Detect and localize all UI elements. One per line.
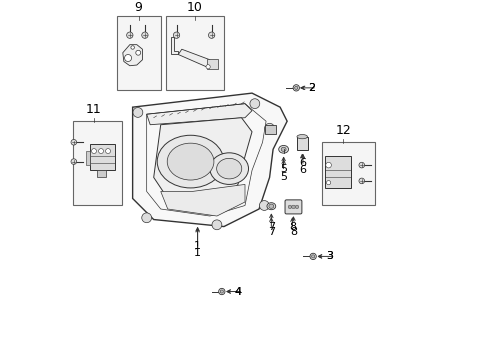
Ellipse shape (297, 135, 308, 139)
Circle shape (208, 32, 215, 38)
Text: 1: 1 (194, 241, 201, 251)
Circle shape (124, 54, 132, 62)
Circle shape (126, 32, 133, 38)
Bar (297, 137, 308, 150)
Bar (73, 121, 122, 206)
Text: 12: 12 (336, 124, 351, 137)
Circle shape (136, 50, 141, 55)
Text: 7: 7 (268, 227, 275, 237)
Text: 3: 3 (326, 251, 333, 261)
Circle shape (293, 85, 299, 91)
Polygon shape (172, 37, 178, 54)
Text: 6: 6 (299, 158, 306, 168)
Circle shape (295, 205, 299, 209)
Bar (322, 142, 375, 206)
Circle shape (219, 288, 225, 295)
FancyBboxPatch shape (325, 156, 351, 188)
Polygon shape (161, 184, 245, 216)
Circle shape (259, 201, 269, 210)
Circle shape (212, 220, 222, 230)
Circle shape (265, 123, 274, 133)
Text: 2: 2 (308, 83, 316, 93)
Text: 6: 6 (299, 165, 306, 175)
Circle shape (294, 86, 298, 89)
Text: 3: 3 (326, 251, 333, 261)
Text: 1: 1 (194, 248, 201, 258)
Text: 9: 9 (135, 1, 143, 14)
Text: 5: 5 (280, 163, 287, 174)
Text: 10: 10 (187, 1, 203, 14)
Text: 2: 2 (308, 83, 316, 93)
Circle shape (326, 181, 331, 185)
Bar (86, 151, 91, 165)
Circle shape (250, 99, 260, 109)
Ellipse shape (281, 147, 286, 152)
Circle shape (98, 149, 103, 153)
FancyBboxPatch shape (90, 144, 115, 170)
Text: 11: 11 (86, 103, 102, 116)
Circle shape (173, 32, 180, 38)
Text: 5: 5 (280, 172, 287, 182)
Circle shape (292, 205, 295, 209)
Text: 8: 8 (290, 227, 297, 237)
Circle shape (105, 149, 111, 153)
Circle shape (92, 149, 97, 153)
Polygon shape (123, 45, 143, 66)
Circle shape (142, 32, 148, 38)
Circle shape (326, 162, 331, 168)
Polygon shape (97, 170, 106, 177)
Circle shape (312, 255, 315, 258)
Circle shape (359, 162, 365, 168)
Polygon shape (147, 104, 252, 125)
Bar (266, 125, 276, 134)
Ellipse shape (157, 135, 224, 188)
Circle shape (142, 213, 151, 223)
Circle shape (206, 65, 210, 69)
Text: 4: 4 (235, 287, 242, 297)
Text: 4: 4 (235, 287, 242, 297)
Bar (166, 16, 224, 90)
Ellipse shape (267, 203, 276, 210)
Ellipse shape (279, 145, 289, 153)
Circle shape (131, 46, 134, 49)
Circle shape (133, 108, 143, 117)
Bar (207, 59, 218, 69)
FancyBboxPatch shape (285, 200, 302, 214)
Circle shape (71, 139, 76, 145)
Bar (117, 16, 161, 90)
Polygon shape (154, 118, 252, 206)
Circle shape (220, 290, 223, 293)
Ellipse shape (167, 143, 214, 180)
Ellipse shape (269, 204, 274, 208)
Text: 8: 8 (289, 221, 296, 231)
Circle shape (359, 178, 365, 184)
Polygon shape (178, 49, 210, 67)
Polygon shape (133, 93, 287, 226)
Circle shape (71, 159, 76, 165)
Ellipse shape (210, 153, 248, 184)
Circle shape (310, 253, 316, 260)
Text: 7: 7 (268, 221, 275, 231)
Circle shape (288, 205, 292, 209)
Ellipse shape (217, 158, 242, 179)
